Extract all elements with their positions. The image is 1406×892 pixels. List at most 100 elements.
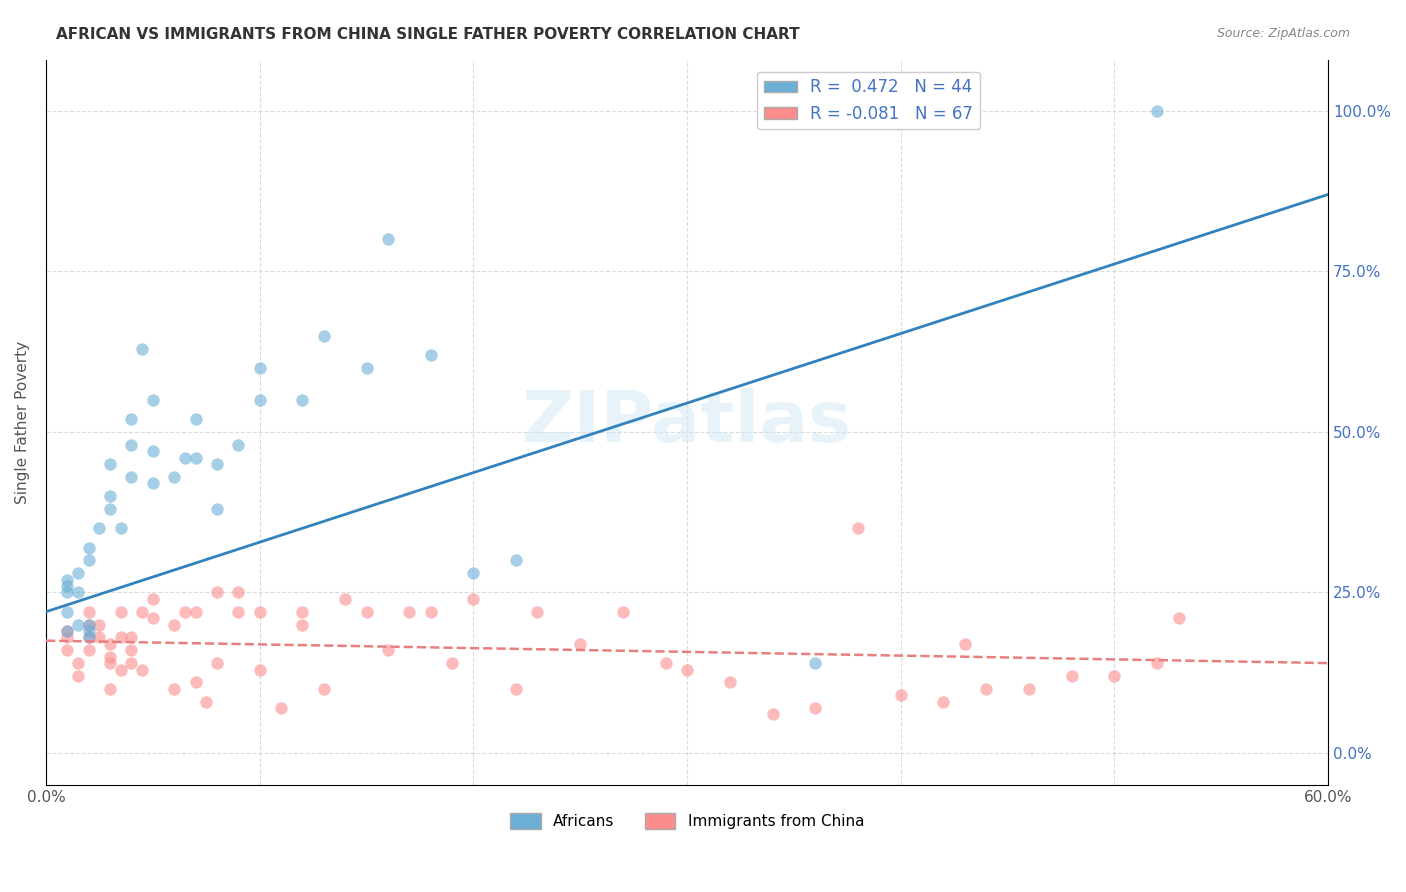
Point [205,656,228,670]
Point [98,502,121,516]
Point [195,695,218,709]
Point [66,585,89,599]
Point [66,566,89,581]
Point [131,605,153,619]
Point [249,605,271,619]
Point [173,605,195,619]
Point [612,605,634,619]
Point [56,585,79,599]
Point [419,348,441,362]
Point [1104,669,1126,683]
Point [77,553,100,567]
Legend: Africans, Immigrants from China: Africans, Immigrants from China [503,807,870,836]
Text: ZIPatlas: ZIPatlas [522,388,852,457]
Point [98,457,121,471]
Point [110,663,132,677]
Point [270,701,292,715]
Point [77,605,100,619]
Point [120,438,142,452]
Point [249,663,271,677]
Point [953,637,976,651]
Point [120,412,142,426]
Point [56,605,79,619]
Point [98,489,121,503]
Point [77,624,100,638]
Point [89,631,111,645]
Text: Source: ZipAtlas.com: Source: ZipAtlas.com [1216,27,1350,40]
Point [291,392,314,407]
Point [953,103,976,118]
Point [1018,681,1040,696]
Point [77,643,100,657]
Point [56,624,79,638]
Point [974,681,997,696]
Point [77,617,100,632]
Point [226,585,249,599]
Point [142,591,165,606]
Point [89,521,111,535]
Point [505,553,527,567]
Point [163,681,186,696]
Point [932,695,955,709]
Point [676,663,699,677]
Point [184,675,207,690]
Point [163,617,186,632]
Point [131,342,153,356]
Point [440,656,463,670]
Point [110,631,132,645]
Point [377,643,399,657]
Point [1167,611,1189,625]
Point [249,392,271,407]
Point [98,656,121,670]
Point [890,688,912,702]
Point [505,681,527,696]
Text: AFRICAN VS IMMIGRANTS FROM CHINA SINGLE FATHER POVERTY CORRELATION CHART: AFRICAN VS IMMIGRANTS FROM CHINA SINGLE … [56,27,800,42]
Point [654,656,676,670]
Point [463,566,485,581]
Point [110,521,132,535]
Point [291,617,314,632]
Point [398,605,420,619]
Point [56,624,79,638]
Y-axis label: Single Father Poverty: Single Father Poverty [15,341,30,504]
Point [249,360,271,375]
Point [804,656,827,670]
Point [77,541,100,555]
Point [120,631,142,645]
Point [184,412,207,426]
Point [98,637,121,651]
Point [56,643,79,657]
Point [226,438,249,452]
Point [142,611,165,625]
Point [312,681,335,696]
Point [226,605,249,619]
Point [356,360,378,375]
Point [66,617,89,632]
Point [312,328,335,343]
Point [1146,103,1168,118]
Point [569,637,592,651]
Point [77,631,100,645]
Point [205,502,228,516]
Point [77,617,100,632]
Point [98,649,121,664]
Point [804,701,827,715]
Point [173,450,195,465]
Point [718,675,741,690]
Point [98,681,121,696]
Point [205,457,228,471]
Point [77,631,100,645]
Point [463,591,485,606]
Point [142,476,165,491]
Point [184,605,207,619]
Point [66,656,89,670]
Point [1060,669,1083,683]
Point [131,663,153,677]
Point [333,591,356,606]
Point [89,617,111,632]
Point [291,605,314,619]
Point [56,573,79,587]
Point [846,521,869,535]
Point [142,392,165,407]
Point [1146,656,1168,670]
